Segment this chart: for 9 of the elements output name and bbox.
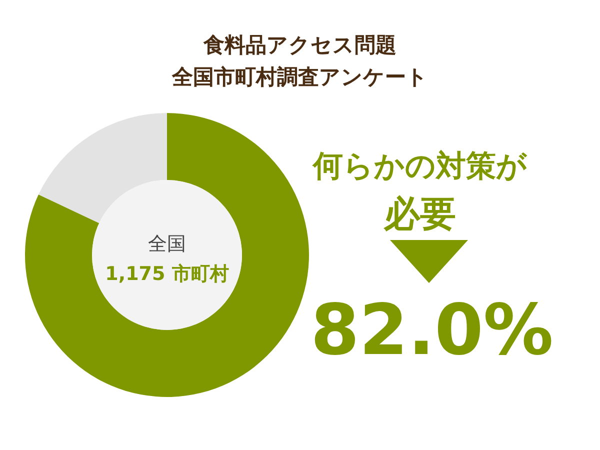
donut-slice <box>25 113 309 397</box>
text: 1,175 市町村 <box>105 263 229 285</box>
chart-subtitle: 全国市町村調査アンケート <box>171 65 428 89</box>
donut-slice <box>38 113 167 224</box>
text: 何らかの対策が <box>312 149 528 184</box>
data-label: 82.0% <box>310 289 554 371</box>
text: 全国 <box>148 233 186 255</box>
text: 必要 <box>383 194 456 235</box>
chart-title: 食料品アクセス問題 <box>202 33 396 57</box>
